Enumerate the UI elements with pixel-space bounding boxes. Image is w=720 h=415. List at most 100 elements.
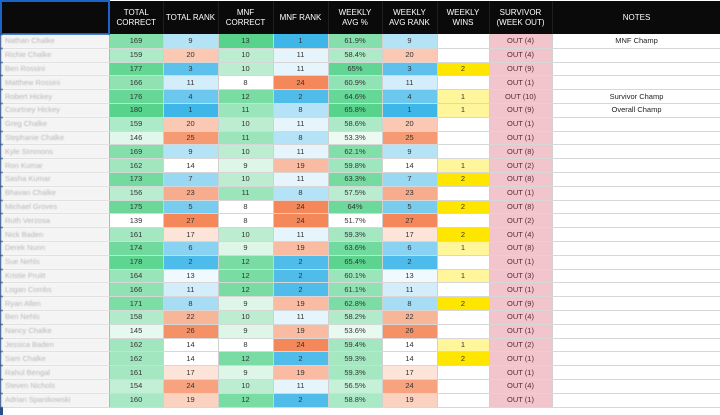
- cell-weekly-avg-rank[interactable]: 9: [382, 144, 438, 160]
- cell-name[interactable]: Bhavan Chalke: [1, 186, 110, 201]
- cell-weekly-wins[interactable]: [437, 186, 490, 201]
- cell-name[interactable]: Steven Nichols: [1, 379, 110, 394]
- cell-name[interactable]: Nick Baden: [1, 227, 110, 242]
- header-weekly-wins[interactable]: WEEKLY WINS: [437, 1, 490, 34]
- cell-notes[interactable]: Survivor Champ: [552, 89, 720, 104]
- cell-weekly-wins[interactable]: [437, 117, 490, 132]
- header-mnf-correct[interactable]: MNF CORRECT: [218, 1, 274, 34]
- cell-weekly-wins[interactable]: 1: [437, 338, 490, 353]
- cell-weekly-avg-rank[interactable]: 11: [382, 282, 438, 298]
- cell-weekly-wins[interactable]: 2: [437, 200, 490, 215]
- cell-notes[interactable]: [552, 75, 720, 91]
- cell-mnf-correct[interactable]: 10: [218, 48, 274, 63]
- cell-weekly-avg[interactable]: 58.4%: [328, 48, 383, 63]
- cell-mnf-rank[interactable]: 24: [273, 338, 329, 353]
- cell-mnf-correct[interactable]: 10: [218, 172, 274, 187]
- cell-name[interactable]: Nancy Chalke: [1, 324, 110, 339]
- cell-name[interactable]: Robert Hickey: [1, 89, 110, 104]
- cell-weekly-wins[interactable]: [437, 131, 490, 146]
- cell-survivor[interactable]: OUT (1): [489, 282, 553, 298]
- cell-survivor[interactable]: OUT (1): [489, 186, 553, 201]
- cell-mnf-correct[interactable]: 12: [218, 282, 274, 298]
- cell-mnf-rank[interactable]: 8: [273, 186, 329, 201]
- cell-total-rank[interactable]: 7: [163, 172, 219, 187]
- cell-notes[interactable]: [552, 338, 720, 353]
- cell-total-rank[interactable]: 14: [163, 158, 219, 173]
- cell-mnf-correct[interactable]: 9: [218, 324, 274, 339]
- cell-total-rank[interactable]: 1: [163, 103, 219, 118]
- cell-weekly-avg-rank[interactable]: 25: [382, 131, 438, 146]
- cell-mnf-rank[interactable]: 11: [273, 227, 329, 242]
- cell-weekly-avg-rank[interactable]: 14: [382, 338, 438, 353]
- cell-total-rank[interactable]: 19: [163, 393, 219, 408]
- cell-mnf-rank[interactable]: 8: [273, 131, 329, 146]
- cell-mnf-correct[interactable]: 12: [218, 351, 274, 367]
- cell-total-correct[interactable]: 160: [109, 393, 164, 408]
- cell-weekly-wins[interactable]: [437, 255, 490, 270]
- cell-total-rank[interactable]: 23: [163, 186, 219, 201]
- cell-survivor[interactable]: OUT (1): [489, 365, 553, 380]
- cell-mnf-correct[interactable]: 12: [218, 89, 274, 104]
- cell-weekly-avg-rank[interactable]: 4: [382, 89, 438, 104]
- cell-mnf-correct[interactable]: 12: [218, 393, 274, 408]
- cell-name[interactable]: Nathan Chalke: [1, 34, 110, 49]
- cell-weekly-wins[interactable]: [437, 48, 490, 63]
- cell-weekly-wins[interactable]: 1: [437, 241, 490, 256]
- cell-weekly-avg-rank[interactable]: 23: [382, 186, 438, 201]
- cell-name[interactable]: Matthew Rossini: [1, 75, 110, 91]
- cell-total-correct[interactable]: 139: [109, 213, 164, 229]
- cell-weekly-wins[interactable]: 1: [437, 158, 490, 173]
- cell-notes[interactable]: [552, 269, 720, 284]
- cell-survivor[interactable]: OUT (10): [489, 89, 553, 104]
- cell-weekly-avg[interactable]: 53.6%: [328, 324, 383, 339]
- cell-weekly-avg[interactable]: 58.8%: [328, 393, 383, 408]
- cell-mnf-rank[interactable]: 24: [273, 213, 329, 229]
- cell-notes[interactable]: [552, 282, 720, 298]
- cell-mnf-rank[interactable]: 2: [273, 89, 329, 104]
- cell-total-rank[interactable]: 26: [163, 324, 219, 339]
- cell-weekly-avg-rank[interactable]: 14: [382, 351, 438, 367]
- cell-weekly-avg-rank[interactable]: 8: [382, 296, 438, 311]
- cell-weekly-wins[interactable]: [437, 282, 490, 298]
- cell-name[interactable]: Stephanie Chalke: [1, 131, 110, 146]
- cell-notes[interactable]: [552, 241, 720, 256]
- cell-total-correct[interactable]: 146: [109, 131, 164, 146]
- cell-mnf-correct[interactable]: 13: [218, 34, 274, 49]
- cell-weekly-wins[interactable]: 2: [437, 172, 490, 187]
- cell-survivor[interactable]: OUT (1): [489, 255, 553, 270]
- cell-mnf-rank[interactable]: 2: [273, 282, 329, 298]
- cell-notes[interactable]: [552, 393, 720, 408]
- cell-total-correct[interactable]: 158: [109, 310, 164, 325]
- cell-weekly-wins[interactable]: [437, 379, 490, 394]
- cell-mnf-correct[interactable]: 10: [218, 144, 274, 160]
- cell-mnf-rank[interactable]: 2: [273, 393, 329, 408]
- cell-mnf-correct[interactable]: 10: [218, 117, 274, 132]
- cell-mnf-correct[interactable]: 10: [218, 62, 274, 77]
- cell-total-correct[interactable]: 162: [109, 338, 164, 353]
- cell-total-rank[interactable]: 5: [163, 200, 219, 215]
- cell-name[interactable]: Richie Chalke: [1, 48, 110, 63]
- cell-survivor[interactable]: OUT (9): [489, 62, 553, 77]
- cell-notes[interactable]: [552, 255, 720, 270]
- cell-total-correct[interactable]: 177: [109, 62, 164, 77]
- cell-name[interactable]: Ben Nehls: [1, 310, 110, 325]
- cell-mnf-rank[interactable]: 19: [273, 241, 329, 256]
- cell-weekly-avg[interactable]: 64.6%: [328, 89, 383, 104]
- cell-notes[interactable]: [552, 48, 720, 63]
- cell-mnf-rank[interactable]: 11: [273, 62, 329, 77]
- cell-weekly-wins[interactable]: [437, 75, 490, 91]
- cell-survivor[interactable]: OUT (1): [489, 324, 553, 339]
- cell-survivor[interactable]: OUT (4): [489, 227, 553, 242]
- cell-name[interactable]: Kyle Simmons: [1, 144, 110, 160]
- cell-total-rank[interactable]: 2: [163, 255, 219, 270]
- cell-weekly-avg[interactable]: 62.1%: [328, 144, 383, 160]
- cell-survivor[interactable]: OUT (8): [489, 241, 553, 256]
- cell-weekly-avg[interactable]: 58.6%: [328, 117, 383, 132]
- cell-total-correct[interactable]: 169: [109, 34, 164, 49]
- cell-total-rank[interactable]: 20: [163, 117, 219, 132]
- cell-notes[interactable]: [552, 324, 720, 339]
- cell-survivor[interactable]: OUT (1): [489, 131, 553, 146]
- cell-survivor[interactable]: OUT (8): [489, 200, 553, 215]
- header-mnf-rank[interactable]: MNF RANK: [273, 1, 329, 34]
- cell-weekly-avg-rank[interactable]: 19: [382, 393, 438, 408]
